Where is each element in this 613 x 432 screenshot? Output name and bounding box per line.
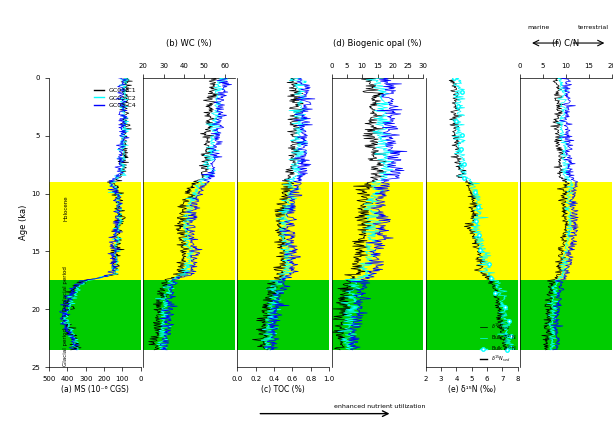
Title: (d) Biogenic opal (%): (d) Biogenic opal (%) — [333, 39, 422, 48]
$\delta^{15}N_{sed}$ — [478, 246, 485, 251]
Bulk $\delta^{15}$N — [454, 108, 462, 113]
$\delta^{15}N_{sed}$ — [501, 347, 508, 353]
Title: (b) WC (%): (b) WC (%) — [166, 39, 212, 48]
X-axis label: (e) δ¹⁵N (‰): (e) δ¹⁵N (‰) — [447, 385, 496, 394]
Bulk $\delta^{15}$N — [470, 183, 477, 188]
Bulk $\delta^{15}$N — [482, 246, 489, 251]
Text: Deglacial period: Deglacial period — [63, 267, 68, 311]
Bar — [237, 182, 329, 280]
$\delta^{15}N_{sed}$ — [452, 164, 460, 169]
Text: Glacial period: Glacial period — [63, 328, 68, 366]
X-axis label: (a) MS (10⁻⁶ CGS): (a) MS (10⁻⁶ CGS) — [61, 385, 129, 394]
Bar — [143, 78, 235, 182]
Bulk $\delta^{15}$N — [503, 347, 511, 353]
Bar — [49, 280, 141, 350]
Bar — [237, 78, 329, 182]
Bar — [143, 280, 235, 350]
Bar — [237, 280, 329, 350]
Bulk $\delta^{15}$N — [459, 164, 466, 169]
$\delta^{15}N_{sed}$ — [483, 272, 490, 277]
Line: $\delta^{15}N_{sed}$: $\delta^{15}N_{sed}$ — [449, 78, 508, 350]
X-axis label: (c) TOC (%): (c) TOC (%) — [261, 385, 305, 394]
Y-axis label: Age (ka): Age (ka) — [19, 205, 28, 240]
Bar — [520, 280, 612, 350]
Line: Bulk $\delta^{15}$N: Bulk $\delta^{15}$N — [452, 78, 515, 350]
Bar — [332, 280, 424, 350]
Legend: $\delta^{15}N_{sed}$, Bulk $\delta^{15}$N, Bulk $\delta^{15}$N, $\delta^{15}N_{s: $\delta^{15}N_{sed}$, Bulk $\delta^{15}$… — [479, 321, 517, 365]
Text: marine: marine — [527, 25, 549, 29]
Title: (f) C/N: (f) C/N — [552, 39, 579, 48]
Bar — [332, 182, 424, 280]
Bulk $\delta^{15}$N — [486, 272, 493, 277]
Bar — [426, 78, 517, 182]
$\delta^{15}N_{sed}$ — [452, 108, 460, 113]
Bulk $\delta^{15}$N — [451, 75, 458, 80]
Bar — [520, 182, 612, 280]
Text: enhanced nutrient utilization: enhanced nutrient utilization — [334, 403, 426, 409]
Bar — [426, 280, 517, 350]
Bar — [49, 182, 141, 280]
Text: terrestrial: terrestrial — [578, 25, 609, 29]
$\delta^{15}N_{sed}$ — [453, 75, 460, 80]
Bulk $\delta^{15}$N — [484, 273, 491, 278]
Legend: GC03-C1, GC03-C2, GC03-C4: GC03-C1, GC03-C2, GC03-C4 — [93, 87, 138, 109]
Bar — [332, 78, 424, 182]
Bar — [143, 182, 235, 280]
Bar — [49, 78, 141, 182]
$\delta^{15}N_{sed}$ — [463, 183, 470, 188]
$\delta^{15}N_{sed}$ — [479, 273, 486, 278]
Bar — [520, 78, 612, 182]
Text: Holocene: Holocene — [63, 195, 68, 221]
Bar — [426, 182, 517, 280]
